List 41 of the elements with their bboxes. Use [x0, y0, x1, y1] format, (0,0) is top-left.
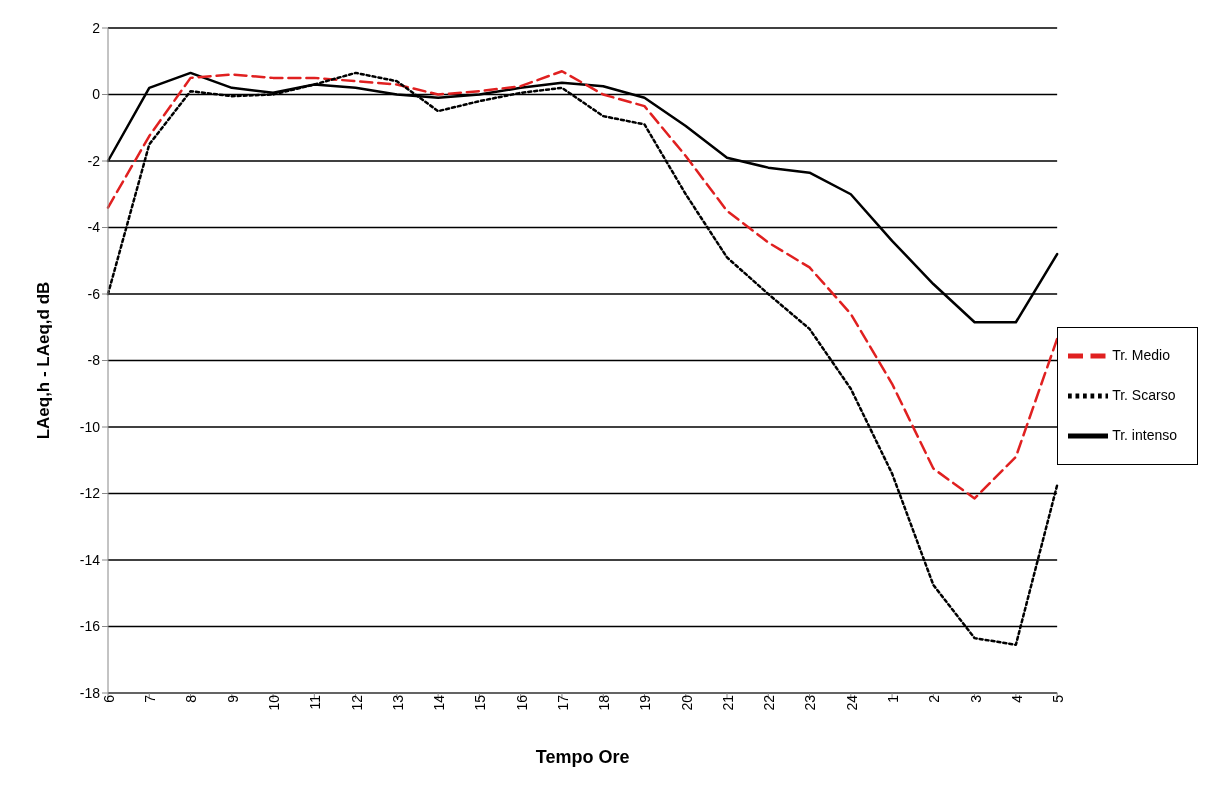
- x-tick-label: 8: [183, 694, 200, 703]
- x-tick-label: 17: [554, 694, 571, 711]
- x-tick-label: 12: [348, 694, 365, 711]
- x-tick-label: 20: [678, 694, 695, 711]
- x-tick-label: 10: [266, 694, 283, 711]
- y-axis-title: LAeq,h - LAeq,d dB: [34, 281, 54, 440]
- legend-label: Tr. Medio: [1112, 346, 1170, 363]
- x-tick-label: 13: [389, 694, 406, 711]
- line-series: [106, 69, 1059, 500]
- y-tick-label: -2: [87, 152, 101, 169]
- y-tick-label: -16: [79, 618, 101, 635]
- x-tick-label: 21: [719, 694, 736, 711]
- x-tick-label: 19: [637, 694, 654, 711]
- x-tick-label: 4: [1008, 694, 1025, 703]
- x-tick-label: 7: [142, 694, 159, 703]
- legend-label: Tr. intenso: [1112, 426, 1177, 443]
- x-tick-label: 22: [761, 694, 778, 711]
- x-axis-title: Tempo Ore: [535, 747, 630, 767]
- legend-label: Tr. Scarso: [1112, 386, 1176, 403]
- x-tick-label: 18: [596, 694, 613, 711]
- y-tick-label: -8: [87, 352, 101, 369]
- x-tick-label: 24: [843, 694, 860, 711]
- y-tick-label: -6: [87, 285, 101, 302]
- x-tick-label: 1: [885, 694, 902, 703]
- y-tick-label: -4: [87, 219, 101, 236]
- y-tick-label: 0: [92, 86, 101, 103]
- x-tick-label: 11: [307, 694, 324, 710]
- x-tick-label: 16: [513, 694, 530, 711]
- y-tick-label: -18: [79, 684, 101, 701]
- x-tick-label: 15: [472, 694, 489, 711]
- y-tick-label: -12: [79, 485, 101, 502]
- x-tick-label: 14: [431, 694, 448, 711]
- y-tick-label: -10: [79, 418, 101, 435]
- y-tick-label: -14: [79, 551, 101, 568]
- x-tick-label: 3: [967, 694, 984, 703]
- x-tick-label: 6: [100, 694, 117, 703]
- x-tick-label: 2: [926, 694, 943, 703]
- y-tick-label: 2: [92, 19, 101, 36]
- x-tick-label: 9: [224, 694, 241, 703]
- x-tick-label: 5: [1050, 694, 1067, 703]
- x-tick-label: 23: [802, 694, 819, 711]
